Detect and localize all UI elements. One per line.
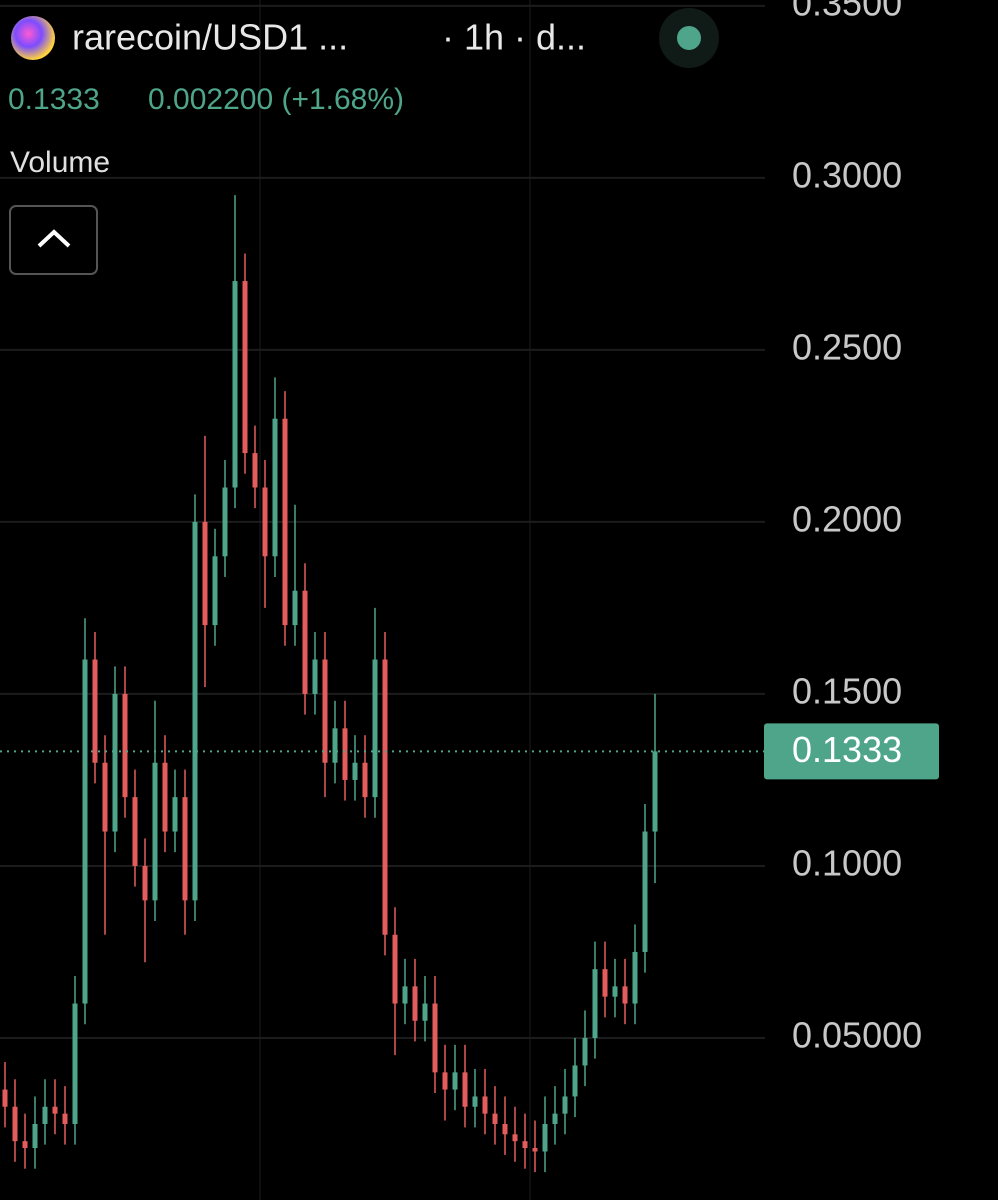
candle-body — [132, 797, 138, 866]
candle-body — [122, 693, 128, 798]
candle-body — [232, 281, 238, 488]
candle-body — [572, 1065, 578, 1097]
indicator-label: Volume — [10, 146, 110, 179]
pair: rarecoin/USD1 ... — [72, 17, 348, 58]
header-change: 0.002200 (+1.68%) — [148, 83, 404, 116]
candle-body — [582, 1037, 588, 1066]
candle-body — [412, 986, 418, 1021]
y-tick-label: 0.3000 — [792, 154, 902, 195]
candle-body — [172, 797, 178, 832]
candle-body — [642, 831, 648, 952]
y-tick-label: 0.1000 — [792, 842, 902, 883]
candle-body — [262, 487, 268, 557]
candle-body — [592, 969, 598, 1038]
candle-body — [402, 986, 408, 1004]
plot — [0, 4, 765, 1173]
y-tick-label: 0.05000 — [792, 1014, 922, 1055]
candle-body — [182, 797, 188, 901]
candle-body — [302, 590, 308, 694]
candle-body — [422, 1003, 428, 1021]
candle-body — [152, 762, 158, 901]
status-dot — [677, 26, 701, 50]
last-price-label: 0.1333 — [792, 729, 902, 770]
candle-body — [202, 521, 208, 626]
interval: · 1h · d... — [442, 17, 586, 58]
candle-body — [2, 1089, 8, 1107]
candle-body — [452, 1072, 458, 1090]
candle-body — [102, 762, 108, 832]
candle-body — [42, 1106, 48, 1124]
candle-body — [142, 865, 148, 901]
y-tick-label: 0.2000 — [792, 498, 902, 539]
candle-body — [52, 1106, 58, 1114]
candle-body — [362, 762, 368, 798]
candle-body — [222, 487, 228, 557]
candle-body — [542, 1123, 548, 1152]
candle-body — [532, 1148, 538, 1152]
candle-body — [552, 1113, 558, 1124]
collapse-button[interactable] — [9, 205, 98, 275]
candle-body — [322, 659, 328, 763]
candle-body — [312, 659, 318, 694]
candle-body — [442, 1072, 448, 1090]
coin-icon — [11, 16, 55, 60]
candle-body — [342, 728, 348, 780]
candle-body — [282, 418, 288, 626]
header-price: 0.1333 — [8, 83, 100, 116]
candle-body — [652, 751, 658, 832]
candle-body — [392, 934, 398, 1004]
candle-body — [602, 969, 608, 997]
candle-body — [92, 659, 98, 763]
candle-body — [502, 1123, 508, 1135]
candle-body — [82, 659, 88, 1004]
candle-body — [622, 986, 628, 1004]
candle-body — [212, 556, 218, 626]
candle-body — [12, 1106, 18, 1142]
candle-body — [252, 453, 258, 488]
candle-body — [332, 728, 338, 763]
y-tick-label: 0.3500 — [792, 0, 902, 23]
candle-body — [522, 1141, 528, 1149]
candle-body — [72, 1003, 78, 1124]
candle-body — [22, 1141, 28, 1149]
candle-body — [562, 1096, 568, 1114]
candle-body — [62, 1113, 68, 1124]
candle-body — [512, 1134, 518, 1142]
candle-body — [482, 1096, 488, 1114]
candle-body — [352, 762, 358, 780]
candle-body — [372, 659, 378, 798]
candle-body — [632, 951, 638, 1004]
candle-body — [432, 1003, 438, 1073]
candle-body — [492, 1113, 498, 1124]
candle-body — [292, 590, 298, 626]
candle-body — [162, 762, 168, 832]
y-tick-label: 0.2500 — [792, 326, 902, 367]
candle-body — [472, 1096, 478, 1107]
candle-body — [32, 1123, 38, 1149]
candle-body — [462, 1072, 468, 1107]
chevron-icon — [37, 229, 71, 248]
candle-body — [192, 521, 198, 901]
candle-body — [612, 986, 618, 997]
candle-body — [382, 659, 388, 935]
candle-body — [242, 281, 248, 454]
last-price-tag — [764, 723, 939, 780]
y-tick-label: 0.1500 — [792, 670, 902, 711]
candle-body — [112, 693, 118, 832]
candle-body — [272, 418, 278, 557]
